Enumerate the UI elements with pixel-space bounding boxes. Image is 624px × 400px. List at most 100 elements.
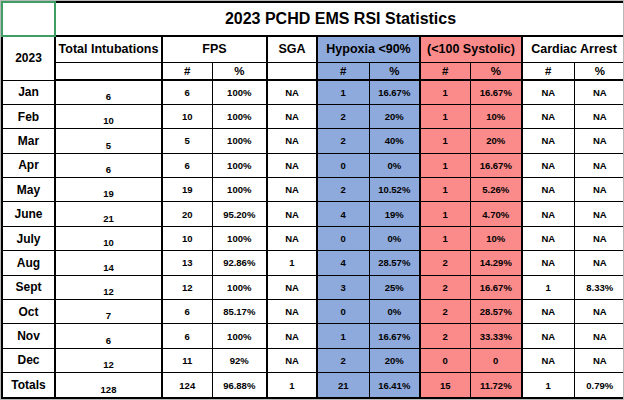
cardiac-count-cell[interactable]: NA [522,324,574,348]
systolic-count-cell[interactable]: 0 [420,348,470,372]
cardiac-count-cell[interactable]: NA [522,178,574,202]
fps-count-cell[interactable]: 13 [162,251,212,275]
sga-cell[interactable]: NA [267,348,317,372]
fps-count-header[interactable]: # [162,62,212,80]
month-cell[interactable]: July [2,226,55,250]
month-cell[interactable]: Feb [2,104,55,128]
hypoxia-count-cell[interactable]: 21 [317,373,369,398]
cardiac-count-cell[interactable]: NA [522,348,574,372]
fps-percent-cell[interactable]: 100% [212,104,267,128]
cardiac-percent-cell[interactable]: NA [574,178,624,202]
systolic-percent-cell[interactable]: 16.67% [470,80,522,104]
fps-percent-cell[interactable]: 100% [212,226,267,250]
cardiac-percent-cell[interactable]: NA [574,202,624,226]
fps-percent-cell[interactable]: 100% [212,324,267,348]
cardiac-percent-cell[interactable]: NA [574,348,624,372]
total-intubations-cell[interactable]: 19 [55,178,162,202]
cardiac-count-cell[interactable]: NA [522,300,574,324]
sga-cell[interactable]: NA [267,324,317,348]
fps-percent-cell[interactable]: 100% [212,275,267,299]
hypoxia-count-cell[interactable]: 1 [317,324,369,348]
systolic-count-cell[interactable]: 2 [420,300,470,324]
systolic-count-cell[interactable]: 1 [420,104,470,128]
hypoxia-percent-cell[interactable]: 19% [369,202,420,226]
hypoxia-percent-cell[interactable]: 16.67% [369,80,420,104]
hypoxia-percent-cell[interactable]: 28.57% [369,251,420,275]
systolic-percent-cell[interactable]: 0 [470,348,522,372]
systolic-percent-cell[interactable]: 16.67% [470,275,522,299]
fps-percent-header[interactable]: % [212,62,267,80]
fps-header[interactable]: FPS [162,36,267,62]
hypoxia-count-cell[interactable]: 2 [317,348,369,372]
systolic-percent-cell[interactable]: 11.72% [470,373,522,398]
cardiac-count-cell[interactable]: NA [522,129,574,153]
total-intubations-cell[interactable]: 10 [55,226,162,250]
cardiac-count-cell[interactable]: NA [522,251,574,275]
hypoxia-count-cell[interactable]: 2 [317,129,369,153]
systolic-count-cell[interactable]: 1 [420,226,470,250]
cardiac-percent-cell[interactable]: NA [574,324,624,348]
total-intubations-cell[interactable]: 5 [55,129,162,153]
month-cell[interactable]: June [2,202,55,226]
sga-cell[interactable]: NA [267,202,317,226]
hypoxia-percent-cell[interactable]: 0% [369,226,420,250]
fps-count-cell[interactable]: 6 [162,153,212,177]
month-cell[interactable]: Nov [2,324,55,348]
hypoxia-percent-cell[interactable]: 16.67% [369,324,420,348]
systolic-percent-cell[interactable]: 10% [470,226,522,250]
hypoxia-count-cell[interactable]: 1 [317,80,369,104]
cardiac-count-cell[interactable]: NA [522,104,574,128]
cardiac-count-cell[interactable]: 1 [522,275,574,299]
hypoxia-count-cell[interactable]: 4 [317,251,369,275]
systolic-count-cell[interactable]: 1 [420,178,470,202]
fps-percent-cell[interactable]: 100% [212,80,267,104]
hypoxia-count-cell[interactable]: 2 [317,104,369,128]
hypoxia-percent-cell[interactable]: 0% [369,300,420,324]
sga-cell[interactable]: NA [267,129,317,153]
fps-count-cell[interactable]: 10 [162,226,212,250]
fps-percent-cell[interactable]: 92% [212,348,267,372]
total-intubations-cell[interactable]: 6 [55,80,162,104]
month-cell[interactable]: Jan [2,80,55,104]
year-header-cell[interactable]: 2023 [2,36,55,80]
cardiac-count-header[interactable]: # [522,62,574,80]
systolic-count-cell[interactable]: 1 [420,202,470,226]
fps-percent-cell[interactable]: 100% [212,153,267,177]
systolic-header[interactable]: (<100 Systolic) [420,36,522,62]
systolic-count-header[interactable]: # [420,62,470,80]
total-intubations-cell[interactable]: 14 [55,251,162,275]
hypoxia-percent-cell[interactable]: 25% [369,275,420,299]
cardiac-percent-cell[interactable]: NA [574,153,624,177]
sga-cell[interactable]: NA [267,178,317,202]
hypoxia-percent-cell[interactable]: 10.52% [369,178,420,202]
total-intubations-cell[interactable]: 12 [55,348,162,372]
fps-percent-cell[interactable]: 85.17% [212,300,267,324]
fps-count-cell[interactable]: 6 [162,80,212,104]
hypoxia-count-cell[interactable]: 0 [317,300,369,324]
fps-count-cell[interactable]: 20 [162,202,212,226]
fps-count-cell[interactable]: 19 [162,178,212,202]
fps-percent-cell[interactable]: 95.20% [212,202,267,226]
month-cell[interactable]: May [2,178,55,202]
systolic-percent-header[interactable]: % [470,62,522,80]
systolic-percent-cell[interactable]: 20% [470,129,522,153]
cardiac-arrest-header[interactable]: Cardiac Arrest [522,36,624,62]
cardiac-percent-header[interactable]: % [574,62,624,80]
total-intubations-subcell[interactable] [55,62,162,80]
fps-percent-cell[interactable]: 92.86% [212,251,267,275]
cardiac-percent-cell[interactable]: NA [574,251,624,275]
cardiac-percent-cell[interactable]: NA [574,226,624,250]
systolic-count-cell[interactable]: 2 [420,251,470,275]
hypoxia-percent-cell[interactable]: 16.41% [369,373,420,398]
systolic-count-cell[interactable]: 15 [420,373,470,398]
hypoxia-percent-cell[interactable]: 20% [369,348,420,372]
total-intubations-cell[interactable]: 7 [55,300,162,324]
month-cell[interactable]: Mar [2,129,55,153]
fps-count-cell[interactable]: 11 [162,348,212,372]
hypoxia-percent-cell[interactable]: 0% [369,153,420,177]
hypoxia-count-cell[interactable]: 2 [317,178,369,202]
fps-percent-cell[interactable]: 100% [212,129,267,153]
table-title[interactable]: 2023 PCHD EMS RSI Statistics [55,2,624,36]
cardiac-count-cell[interactable]: 1 [522,373,574,398]
hypoxia-count-header[interactable]: # [317,62,369,80]
